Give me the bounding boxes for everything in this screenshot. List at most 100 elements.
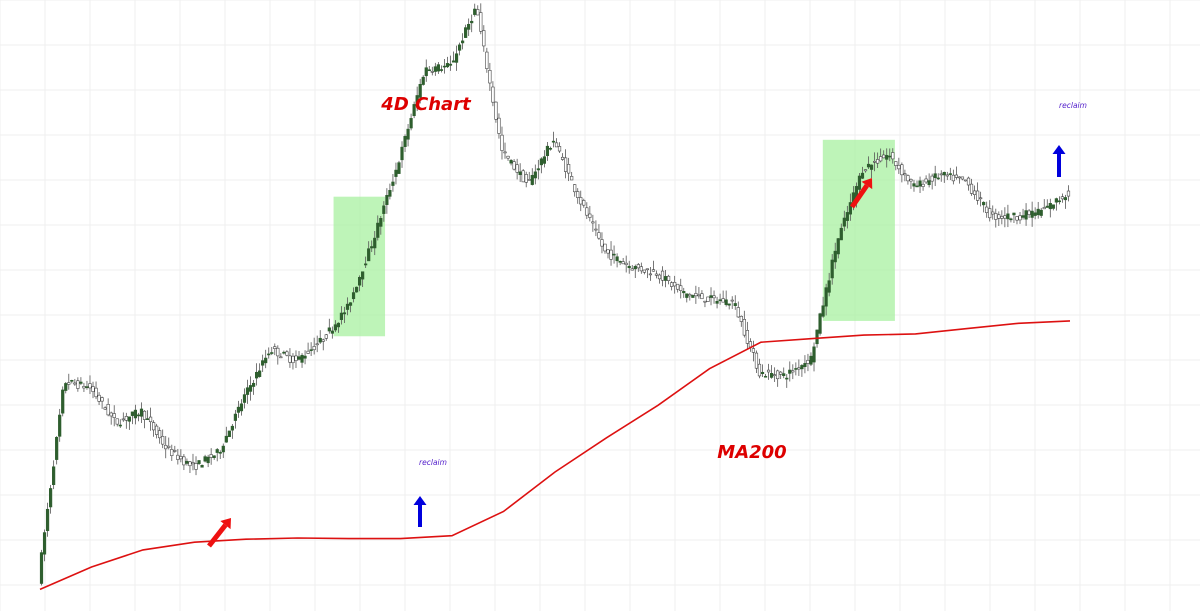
candle-body [800, 365, 804, 370]
candle-body [791, 370, 795, 373]
candle-body [142, 410, 147, 420]
candle-body [424, 67, 428, 77]
candle-body [212, 455, 216, 458]
candle-body [433, 66, 437, 72]
candle-body [482, 30, 486, 47]
candle-body [191, 462, 195, 465]
candle-body [612, 253, 616, 256]
ma200-line [39, 320, 1071, 591]
candle-body [557, 146, 562, 152]
candle-body [430, 71, 434, 73]
candle-body [476, 9, 480, 16]
candle-body [1036, 208, 1040, 216]
candle-body [754, 352, 759, 369]
candle-body [103, 407, 107, 410]
candle-body [439, 69, 443, 71]
candle-body [530, 174, 534, 185]
candle-body [727, 303, 731, 306]
candle-body [839, 227, 843, 241]
candle-body [1015, 216, 1019, 221]
candle-body [118, 424, 122, 427]
candle-body [382, 205, 386, 214]
candle-body [133, 409, 138, 419]
candle-body [642, 269, 646, 273]
price-candles [39, 3, 1071, 586]
candle-body [318, 337, 322, 343]
candle-body [470, 20, 474, 24]
candle-body [957, 176, 962, 179]
candle-body [585, 207, 589, 216]
candle-body [588, 213, 592, 218]
red-arrow-1-shaft [207, 523, 228, 548]
candle-body [815, 329, 819, 345]
candle-body [276, 347, 280, 357]
candle-body [1024, 210, 1028, 220]
candle-body [948, 173, 952, 175]
candle-body [785, 377, 789, 380]
candle-body [515, 164, 519, 173]
candle-body [866, 163, 871, 168]
candle-body [582, 200, 586, 206]
candle-body [788, 369, 792, 374]
candle-body [221, 445, 225, 453]
candle-body [706, 296, 710, 302]
candle-body [639, 266, 643, 272]
candle-body [554, 142, 559, 148]
blue-arrow-1-head [413, 496, 427, 505]
candle-body [809, 355, 813, 365]
candle-body [821, 305, 825, 317]
candle-body [673, 281, 677, 287]
candle-body [679, 285, 683, 291]
candle-body [73, 382, 77, 385]
candle-body [982, 201, 986, 206]
candle-body [748, 341, 752, 348]
candle-body [512, 161, 516, 170]
candle-body [600, 239, 604, 247]
candle-body [751, 348, 756, 353]
candle-body [327, 327, 331, 332]
candle-body [718, 299, 722, 302]
candle-body [461, 40, 465, 44]
candle-body [273, 346, 277, 349]
candle-body [663, 276, 668, 281]
candle-body [215, 449, 219, 453]
candle-body [155, 425, 159, 435]
candle-body [551, 140, 556, 143]
candle-body [345, 303, 350, 310]
candle-body [218, 452, 222, 454]
candle-body [930, 175, 934, 182]
candle-body [109, 412, 113, 417]
candle-body [863, 169, 868, 172]
candle-body [933, 173, 937, 179]
candle-body [894, 161, 898, 166]
candle-body [173, 450, 177, 452]
candle-body [354, 286, 359, 293]
candle-body [960, 176, 965, 180]
candle-body [667, 275, 671, 281]
candle-body [1003, 215, 1007, 219]
candle-body [724, 299, 728, 305]
candle-body [330, 330, 334, 334]
candle-body [927, 180, 931, 186]
candle-body [436, 64, 440, 72]
candle-body [479, 12, 483, 32]
candle-body [457, 44, 462, 51]
candle-body [988, 208, 992, 219]
candle-body [915, 185, 919, 188]
candle-body [442, 65, 447, 68]
candle-body [576, 191, 580, 198]
candle-body [506, 155, 510, 159]
candle-body [373, 237, 377, 249]
candle-body [542, 156, 546, 164]
candle-body [421, 76, 425, 85]
candle-body [379, 218, 383, 227]
candle-body [200, 464, 204, 468]
candle-body [1006, 213, 1010, 220]
candle-body [336, 322, 340, 328]
candle-body [709, 295, 713, 298]
candle-body [1063, 197, 1068, 201]
candle-body [985, 206, 989, 213]
candle-body [376, 222, 380, 238]
candle-body [794, 368, 798, 370]
candle-body [921, 183, 925, 187]
